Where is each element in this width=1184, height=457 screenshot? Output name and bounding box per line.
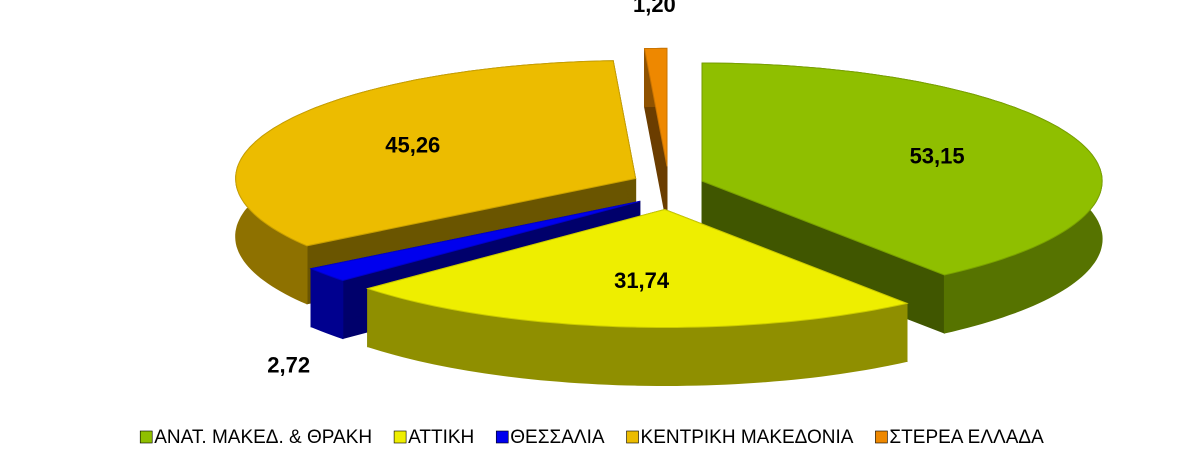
slice-top bbox=[643, 47, 668, 167]
legend-label: ΚΕΝΤΡΙΚΗ ΜΑΚΕΔΟΝΙΑ bbox=[641, 427, 854, 448]
value-label: 45,26 bbox=[385, 132, 440, 157]
slice bbox=[365, 208, 909, 386]
legend-swatch bbox=[875, 430, 888, 444]
value-label: 53,15 bbox=[910, 144, 965, 169]
legend-swatch bbox=[626, 430, 639, 444]
slice-top bbox=[235, 60, 637, 247]
slice-top bbox=[309, 200, 640, 282]
legend-label: ΘΕΣΣΑΛΙΑ bbox=[510, 427, 605, 448]
legend-label: ΣΤΕΡΕΑ ΕΛΛΑΔΑ bbox=[889, 427, 1044, 448]
legend-swatch bbox=[393, 430, 407, 444]
slice-top bbox=[365, 208, 909, 328]
slice bbox=[643, 47, 668, 225]
value-label: 1,20 bbox=[633, 0, 676, 17]
legend-label: ΑΤΤΙΚΗ bbox=[408, 427, 474, 448]
legend-swatch bbox=[495, 430, 509, 444]
value-label: 31,74 bbox=[614, 268, 670, 293]
slice-top bbox=[701, 62, 1103, 276]
legend-label: ΑΝΑΤ. ΜΑΚΕΔ. & ΘΡΑΚΗ bbox=[154, 427, 372, 448]
legend: ΑΝΑΤ. ΜΑΚΕΔ. & ΘΡΑΚΗ ΑΤΤΙΚΗ ΘΕΣΣΑΛΙΑ ΚΕΝΤΡΙ… bbox=[139, 427, 1044, 448]
legend-swatch bbox=[139, 430, 153, 444]
value-label: 2,72 bbox=[267, 352, 310, 377]
